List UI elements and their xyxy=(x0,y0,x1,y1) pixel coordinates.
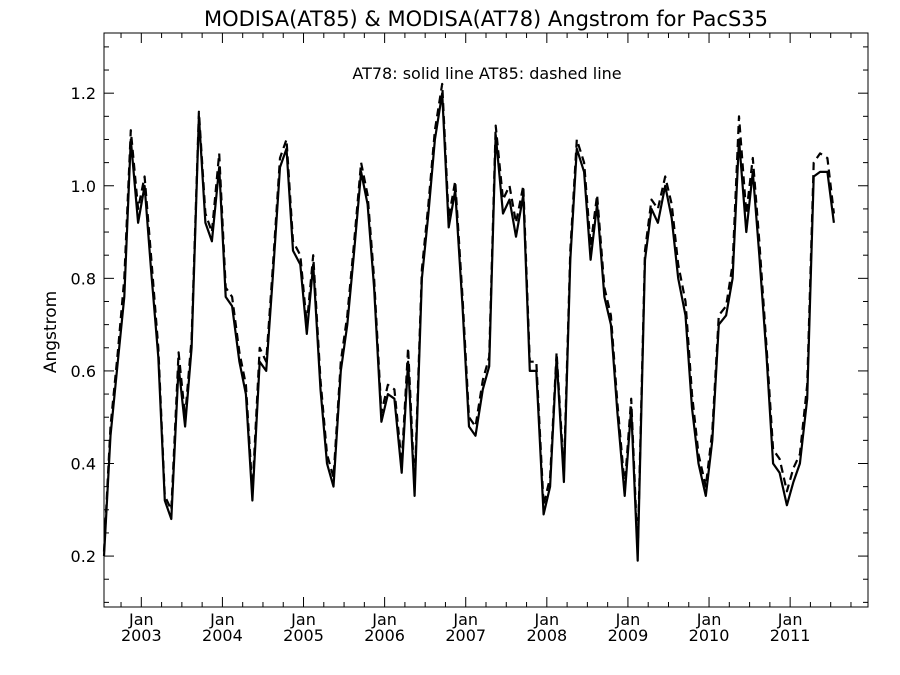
x-tick-label-month: Jan xyxy=(371,610,397,629)
x-tick-label-month: Jan xyxy=(777,610,803,629)
x-tick-label-year: 2008 xyxy=(526,626,567,645)
x-tick-label-month: Jan xyxy=(533,610,559,629)
y-tick-label: 0.2 xyxy=(71,547,96,566)
y-axis-label: Angstrom xyxy=(41,291,61,373)
x-tick-label-month: Jan xyxy=(209,610,235,629)
x-tick-label-month: Jan xyxy=(128,610,154,629)
x-tick-label-year: 2011 xyxy=(770,626,811,645)
x-tick-label-year: 2006 xyxy=(364,626,405,645)
x-tick-label-year: 2005 xyxy=(283,626,324,645)
y-tick-label: 1.0 xyxy=(71,177,96,196)
x-tick-label-month: Jan xyxy=(615,610,641,629)
x-tick-label-year: 2004 xyxy=(202,626,243,645)
series-line-at78 xyxy=(102,92,835,562)
x-tick-label-year: 2009 xyxy=(608,626,649,645)
x-tick-label-year: 2010 xyxy=(689,626,730,645)
y-tick-label: 1.2 xyxy=(71,84,96,103)
x-tick-label-year: 2003 xyxy=(121,626,162,645)
x-tick-label-month: Jan xyxy=(290,610,316,629)
series-line-at85 xyxy=(102,82,835,553)
plot-area: 0.20.40.60.81.01.2Jan2003Jan2004Jan2005J… xyxy=(71,33,868,645)
y-tick-label: 0.4 xyxy=(71,455,96,474)
x-tick-label-year: 2007 xyxy=(445,626,486,645)
plot-frame xyxy=(103,32,869,608)
chart-annotation: AT78: solid line AT85: dashed line xyxy=(352,64,621,83)
chart-title: MODISA(AT85) & MODISA(AT78) Angstrom for… xyxy=(204,7,768,31)
x-tick-label-month: Jan xyxy=(452,610,478,629)
x-tick-label-month: Jan xyxy=(696,610,722,629)
y-tick-label: 0.8 xyxy=(71,269,96,288)
y-tick-label: 0.6 xyxy=(71,362,96,381)
